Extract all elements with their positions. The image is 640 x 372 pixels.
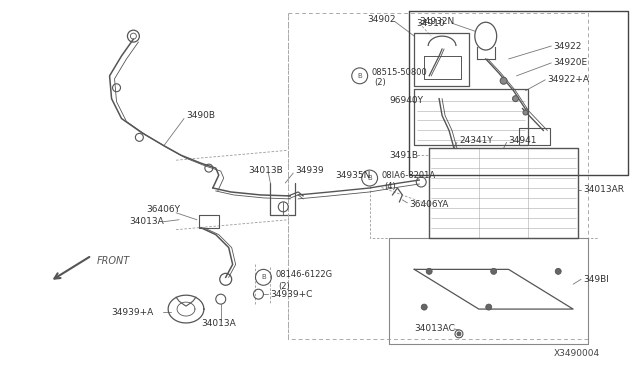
Text: FRONT: FRONT [97,256,130,266]
Text: 34902: 34902 [367,15,396,24]
Text: 34910: 34910 [416,19,445,28]
Text: 34920E: 34920E [553,58,588,67]
Text: 34013AR: 34013AR [583,186,624,195]
Circle shape [491,268,497,274]
Text: 349BI: 349BI [583,275,609,284]
Text: 34013A: 34013A [201,320,236,328]
Text: 34935N: 34935N [335,171,371,180]
Circle shape [486,304,492,310]
Circle shape [426,268,432,274]
Text: 3491B: 3491B [390,151,419,160]
Text: (2): (2) [278,282,290,291]
Text: X3490004: X3490004 [553,349,600,358]
Text: 34939: 34939 [295,166,324,174]
Circle shape [457,332,461,336]
Text: 36406Y: 36406Y [147,205,180,214]
Text: 34941: 34941 [509,136,537,145]
Text: 34932N: 34932N [419,17,454,26]
Text: 34922: 34922 [553,42,582,51]
Text: 36406YA: 36406YA [410,201,449,209]
Text: B: B [357,73,362,79]
Text: 34013A: 34013A [129,217,164,226]
Circle shape [556,268,561,274]
Text: (2): (2) [374,78,387,87]
Text: B: B [367,175,372,181]
Text: 3490B: 3490B [186,111,215,120]
Circle shape [421,304,427,310]
Text: (4): (4) [385,183,396,192]
Text: 34013B: 34013B [248,166,284,174]
Text: 96940Y: 96940Y [390,96,424,105]
Text: 34922+A: 34922+A [547,75,589,84]
Text: 34939+A: 34939+A [111,308,154,317]
Text: 24341Y: 24341Y [459,136,493,145]
Text: B: B [261,274,266,280]
Text: 08515-50800: 08515-50800 [372,68,428,77]
Text: 34939+C: 34939+C [270,290,313,299]
Text: 34013AC: 34013AC [414,324,455,333]
Circle shape [513,96,518,102]
Text: 08IA6-8201A: 08IA6-8201A [381,171,436,180]
Circle shape [523,110,528,115]
Text: 08146-6122G: 08146-6122G [275,270,332,279]
Circle shape [500,77,507,84]
